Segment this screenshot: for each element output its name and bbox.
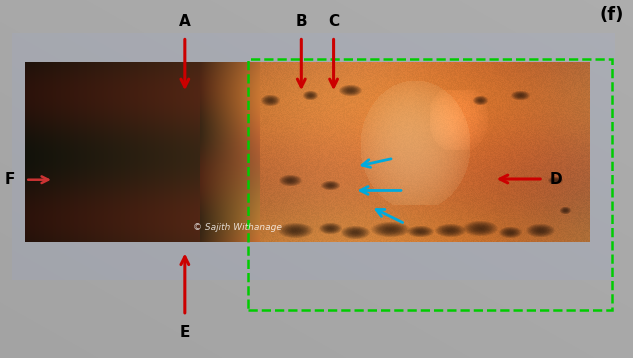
Text: C: C (328, 14, 339, 29)
Text: B: B (296, 14, 307, 29)
Text: (f): (f) (600, 6, 624, 24)
Text: D: D (549, 171, 562, 187)
Text: A: A (179, 14, 191, 29)
Text: E: E (180, 325, 190, 340)
Bar (248, 59, 612, 310)
Text: © Sajith Withanage: © Sajith Withanage (193, 223, 282, 232)
Text: F: F (5, 172, 15, 187)
